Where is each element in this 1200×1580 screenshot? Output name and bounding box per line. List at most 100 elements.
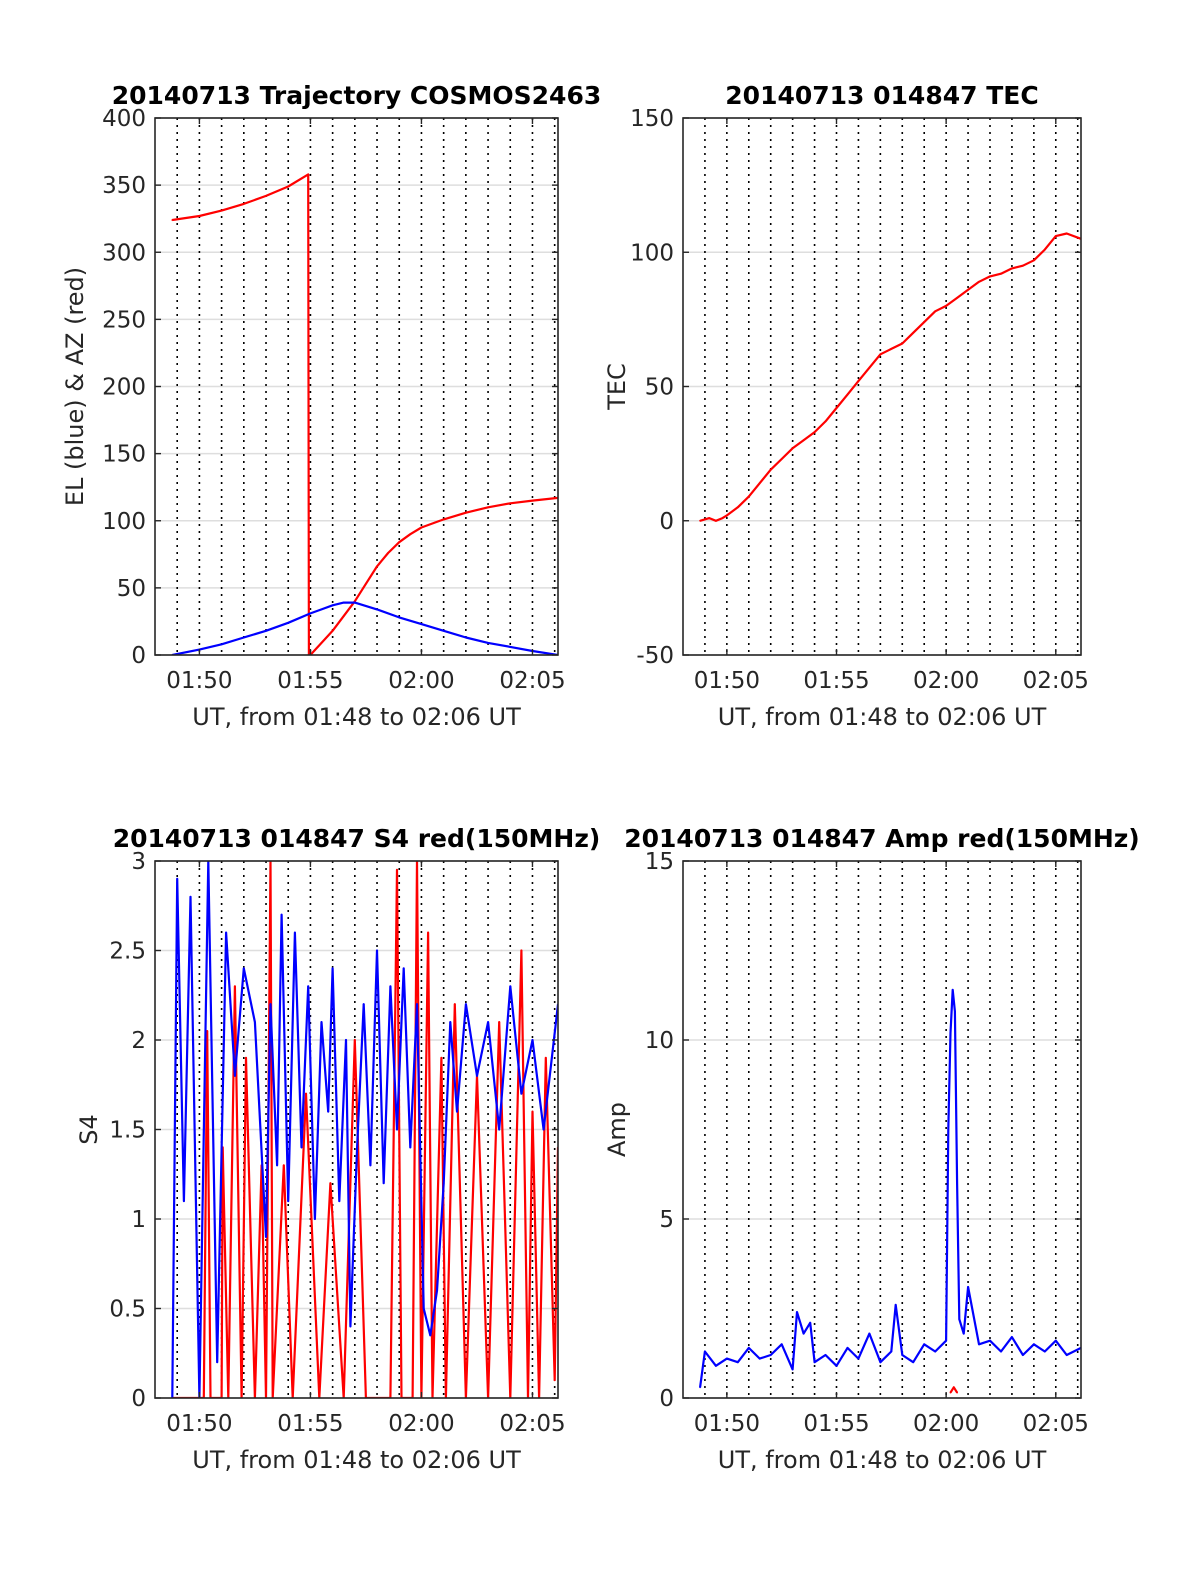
data-point <box>962 1332 965 1335</box>
y-axis-label: Amp <box>603 1102 631 1157</box>
chart-title: 20140713 014847 S4 red(150MHz) <box>113 824 601 853</box>
ytick-label: 100 <box>102 509 146 535</box>
data-point <box>956 297 958 299</box>
data-point <box>1054 235 1057 238</box>
panel-amp: 0 5 10 15 01:50 01:55 02:00 02:05 20140713 01484… <box>603 824 1140 1474</box>
data-point <box>791 1368 794 1371</box>
data-point <box>362 1003 365 1006</box>
data-point <box>531 1039 534 1041</box>
xtick-label: 02:00 <box>913 1411 979 1437</box>
data-point <box>189 895 192 898</box>
data-point <box>726 1357 728 1360</box>
data-point <box>520 1092 523 1095</box>
data-point <box>465 1003 467 1006</box>
data-point <box>282 1164 285 1167</box>
data-point <box>456 1110 458 1113</box>
data-point <box>715 519 717 522</box>
data-point <box>314 1218 316 1220</box>
x-axis-label: UT, from 01:48 to 02:06 UT <box>192 703 521 731</box>
data-point <box>305 1092 307 1095</box>
data-point <box>951 989 954 991</box>
data-point <box>242 967 245 970</box>
data-point <box>171 219 174 221</box>
data-point <box>813 1361 816 1364</box>
data-point <box>1065 232 1068 235</box>
ytick-label: 350 <box>102 173 146 199</box>
data-point <box>265 195 267 197</box>
data-point <box>791 447 794 450</box>
data-point <box>294 931 296 934</box>
ytick-label: 15 <box>645 849 674 875</box>
data-point <box>429 1334 432 1337</box>
data-point <box>542 1128 545 1131</box>
data-point <box>254 1021 256 1023</box>
data-point <box>376 949 378 952</box>
data-point <box>387 552 389 554</box>
series-line-0 <box>172 173 558 655</box>
data-point <box>912 331 915 334</box>
data-point <box>309 612 312 615</box>
data-point <box>967 1286 969 1288</box>
data-point <box>396 869 398 871</box>
data-point <box>234 1074 236 1077</box>
ytick-label: 150 <box>630 106 674 132</box>
data-point <box>509 985 512 988</box>
data-point <box>449 1021 452 1023</box>
data-point <box>846 393 849 396</box>
data-point <box>824 420 827 423</box>
xtick-label: 01:55 <box>803 1411 869 1437</box>
data-point <box>176 878 179 880</box>
data-point <box>802 439 805 442</box>
data-point <box>409 533 412 536</box>
data-point <box>342 615 345 617</box>
ytick-label: 0 <box>659 509 674 535</box>
x-axis-label: UT, from 01:48 to 02:06 UT <box>192 1446 521 1474</box>
data-point <box>809 1321 812 1324</box>
panel-trajectory: 0 50 100 150 200 250 300 350 400 01:50 01:55 02:00 0… <box>61 81 601 731</box>
data-point <box>758 482 761 485</box>
data-point <box>409 1146 412 1149</box>
data-point <box>476 1074 478 1077</box>
data-point <box>923 1343 926 1346</box>
data-point <box>398 616 401 619</box>
data-point <box>242 636 245 639</box>
series-group <box>699 232 1081 522</box>
data-point <box>802 1332 805 1335</box>
data-point <box>1011 267 1013 270</box>
xtick-label: 02:05 <box>1023 668 1089 694</box>
data-point <box>338 1200 341 1202</box>
data-point <box>376 608 378 611</box>
data-point <box>1022 264 1024 267</box>
xtick-label: 01:50 <box>166 1411 232 1437</box>
x-axis-label: UT, from 01:48 to 02:06 UT <box>718 703 1047 731</box>
xtick-label: 02:05 <box>499 1411 565 1437</box>
data-point <box>544 1057 547 1059</box>
data-point <box>442 1182 445 1185</box>
data-point <box>901 342 904 345</box>
data-point <box>1000 1350 1002 1353</box>
data-point <box>769 1354 772 1356</box>
data-point <box>708 517 711 519</box>
data-point <box>989 1339 991 1342</box>
ytick-label: 250 <box>102 307 146 333</box>
series-group <box>699 988 1081 1394</box>
data-point <box>402 967 405 970</box>
data-point <box>923 321 926 323</box>
series-group <box>171 173 558 655</box>
data-point <box>934 310 937 313</box>
series-group <box>171 861 558 1398</box>
data-point <box>442 518 445 521</box>
data-point <box>956 1182 958 1185</box>
ytick-label: 0 <box>131 1386 146 1412</box>
data-point <box>242 203 245 205</box>
data-point <box>498 1128 501 1131</box>
data-point <box>531 499 534 502</box>
ytick-label: 0 <box>659 1386 674 1412</box>
panel-s4: 0 0.5 1 1.5 2 2.5 3 01:50 01:55 02:00 02:05 2014071… <box>75 824 600 1474</box>
xtick-label: 01:55 <box>277 1411 343 1437</box>
data-point <box>436 1289 438 1292</box>
data-point <box>220 209 223 212</box>
data-point <box>427 931 429 934</box>
